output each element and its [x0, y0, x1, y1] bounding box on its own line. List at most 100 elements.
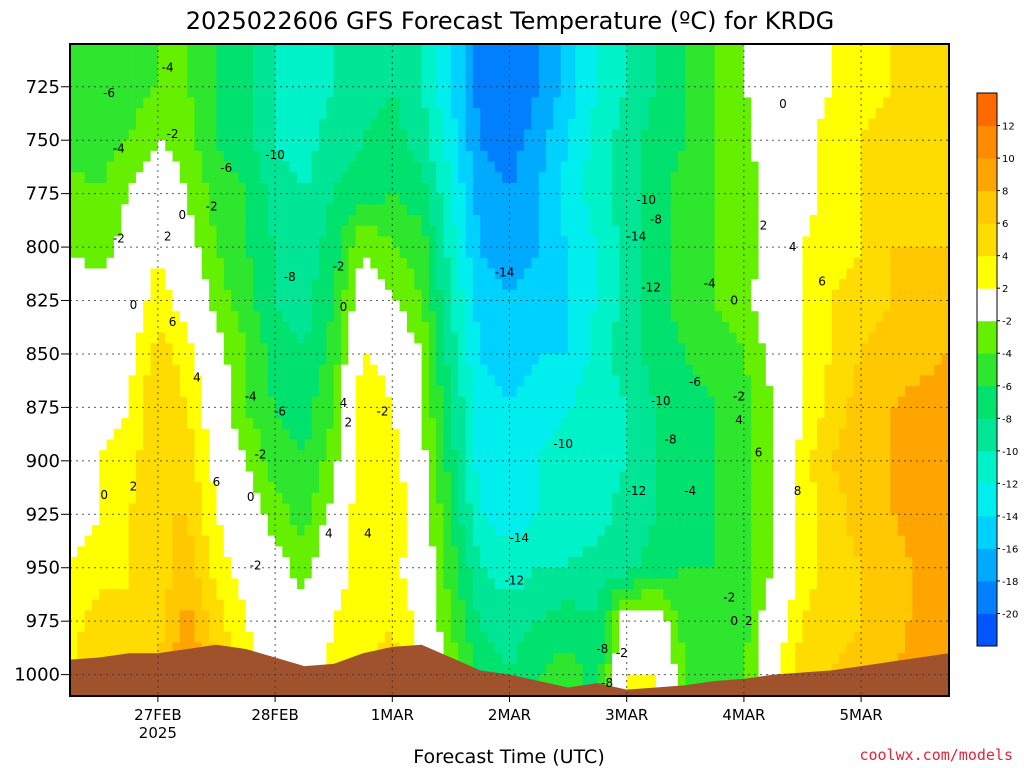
temperature-cell [384, 621, 393, 633]
temperature-cell [641, 621, 650, 633]
temperature-cell [480, 140, 489, 152]
temperature-cell [582, 76, 591, 88]
temperature-cell [121, 86, 130, 99]
temperature-cell [531, 631, 540, 644]
temperature-cell [538, 289, 547, 302]
temperature-cell [363, 514, 371, 526]
temperature-cell [648, 300, 657, 312]
temperature-cell [568, 375, 577, 387]
temperature-cell [333, 599, 342, 612]
temperature-cell [348, 279, 357, 291]
temperature-cell [157, 482, 166, 494]
temperature-cell [70, 204, 78, 216]
temperature-cell [121, 631, 130, 644]
temperature-cell [465, 311, 474, 323]
temperature-cell [443, 343, 452, 355]
temperature-cell [414, 54, 423, 66]
temperature-cell [421, 546, 430, 558]
temperature-cell [135, 76, 144, 88]
temperature-cell [267, 599, 276, 612]
temperature-cell [575, 65, 584, 77]
temperature-cell [524, 418, 533, 430]
temperature-cell [319, 311, 327, 323]
temperature-cell [480, 653, 489, 665]
temperature-cell [524, 279, 533, 291]
temperature-cell [494, 161, 503, 173]
temperature-cell [546, 418, 555, 430]
temperature-cell [590, 418, 598, 430]
temperature-cell [516, 65, 525, 77]
temperature-cell [121, 546, 130, 558]
temperature-cell [238, 108, 247, 120]
temperature-cell [458, 535, 467, 547]
temperature-cell [414, 332, 423, 344]
temperature-cell [113, 54, 122, 66]
temperature-cell [113, 161, 122, 173]
temperature-cell [392, 353, 401, 366]
temperature-cell [428, 567, 437, 580]
temperature-cell [612, 386, 620, 398]
temperature-cell [590, 578, 598, 590]
temperature-cell [172, 450, 181, 462]
temperature-cell [245, 492, 254, 505]
temperature-cell [84, 578, 93, 590]
temperature-cell [487, 268, 496, 280]
temperature-cell [472, 247, 481, 259]
temperature-cell [128, 279, 137, 291]
temperature-cell [253, 610, 262, 622]
temperature-cell [289, 375, 298, 387]
temperature-cell [458, 653, 467, 665]
temperature-cell [443, 353, 452, 366]
temperature-cell [253, 631, 262, 644]
temperature-cell [157, 247, 166, 259]
temperature-cell [443, 589, 452, 601]
temperature-cell [634, 65, 642, 77]
temperature-cell [414, 311, 423, 323]
temperature-cell [311, 268, 320, 280]
temperature-cell [516, 642, 525, 654]
temperature-cell [231, 54, 240, 66]
temperature-cell [546, 386, 555, 398]
temperature-cell [619, 578, 628, 590]
temperature-cell [619, 225, 628, 237]
temperature-cell [414, 215, 423, 227]
temperature-cell [245, 407, 254, 419]
temperature-cell [304, 215, 313, 227]
temperature-cell [106, 161, 115, 173]
temperature-cell [289, 460, 298, 473]
temperature-cell [143, 44, 152, 56]
temperature-cell [450, 492, 459, 505]
temperature-cell [648, 610, 657, 622]
temperature-cell [187, 161, 196, 173]
temperature-cell [612, 557, 620, 569]
temperature-cell [546, 567, 555, 580]
temperature-cell [333, 161, 342, 173]
temperature-cell [333, 514, 342, 526]
temperature-cell [428, 279, 437, 291]
temperature-cell [575, 54, 584, 66]
temperature-cell [560, 76, 569, 88]
temperature-cell [377, 236, 386, 248]
temperature-cell [421, 557, 430, 569]
temperature-cell [656, 428, 664, 441]
temperature-cell [260, 279, 269, 291]
temperature-cell [157, 225, 166, 237]
temperature-cell [626, 663, 635, 676]
temperature-cell [450, 108, 459, 120]
temperature-cell [99, 150, 108, 163]
temperature-cell [399, 428, 408, 441]
temperature-cell [106, 450, 115, 462]
temperature-cell [113, 621, 122, 633]
temperature-cell [275, 300, 284, 312]
temperature-cell [414, 97, 423, 109]
temperature-cell [113, 375, 122, 387]
temperature-cell [267, 54, 276, 66]
temperature-cell [341, 86, 349, 99]
temperature-cell [538, 535, 547, 547]
temperature-cell [414, 161, 423, 173]
temperature-cell [516, 567, 525, 580]
temperature-cell [135, 343, 144, 355]
temperature-cell [406, 44, 415, 56]
temperature-cell [399, 557, 408, 569]
temperature-cell [355, 236, 364, 248]
